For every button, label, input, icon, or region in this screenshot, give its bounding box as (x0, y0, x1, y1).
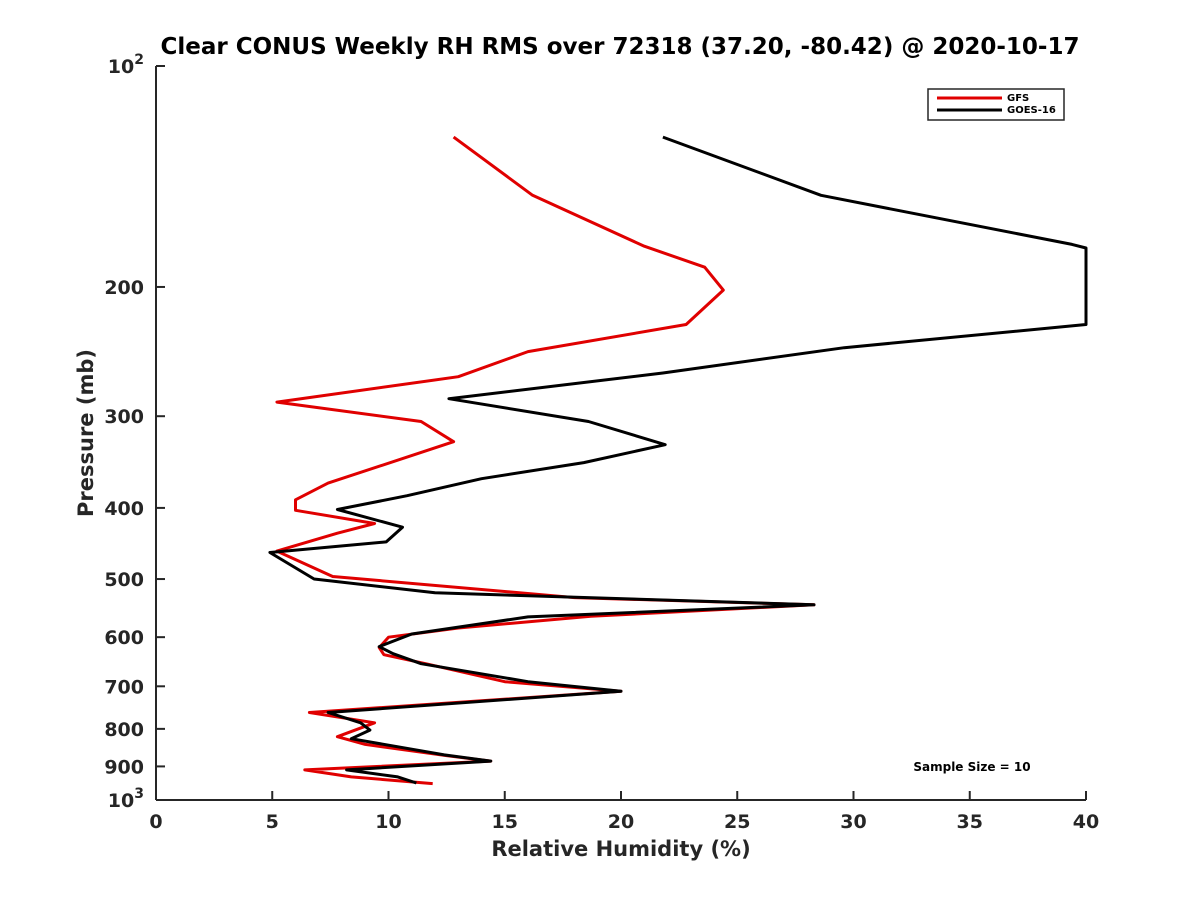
series-line-gfs (275, 135, 816, 786)
x-tick-label: 40 (1073, 811, 1099, 833)
y-tick-label-power: 102 (108, 52, 144, 78)
y-tick-label: 600 (104, 627, 144, 649)
legend: GFS GOES-16 (927, 88, 1065, 121)
tick-power-exponent: 3 (134, 786, 144, 802)
x-tick-label: 5 (266, 811, 279, 833)
tick-power-base: 10 (108, 790, 134, 812)
x-tick-label: 10 (375, 811, 401, 833)
plot-area (268, 135, 1088, 786)
y-tick-label-power: 103 (108, 786, 144, 812)
y-tick-label: 400 (104, 498, 144, 520)
series-line-goes16 (268, 135, 1088, 785)
y-tick-label: 300 (104, 406, 144, 428)
tick-power-base: 10 (108, 56, 134, 78)
chart-title: Clear CONUS Weekly RH RMS over 72318 (37… (161, 34, 1080, 60)
legend-label-goes16: GOES-16 (1007, 105, 1056, 116)
y-tick-label: 700 (104, 676, 144, 698)
y-tick-label: 800 (104, 719, 144, 741)
y-tick-label: 900 (104, 756, 144, 778)
x-tick-label: 30 (840, 811, 866, 833)
legend-box (927, 88, 1065, 121)
x-tick-label: 20 (608, 811, 634, 833)
x-axis-title: Relative Humidity (%) (491, 837, 750, 861)
y-axis-title: Pressure (mb) (74, 349, 98, 517)
legend-label-gfs: GFS (1007, 93, 1029, 104)
sample-size-annotation: Sample Size = 10 (913, 760, 1030, 774)
x-tick-label: 15 (492, 811, 518, 833)
y-tick-label: 200 (104, 277, 144, 299)
x-tick-label: 0 (149, 811, 162, 833)
x-tick-label: 25 (724, 811, 750, 833)
x-ticks: 0 5 10 15 20 25 30 35 40 (149, 791, 1099, 833)
y-tick-label: 500 (104, 569, 144, 591)
tick-power-exponent: 2 (134, 52, 144, 68)
x-tick-label: 35 (957, 811, 983, 833)
